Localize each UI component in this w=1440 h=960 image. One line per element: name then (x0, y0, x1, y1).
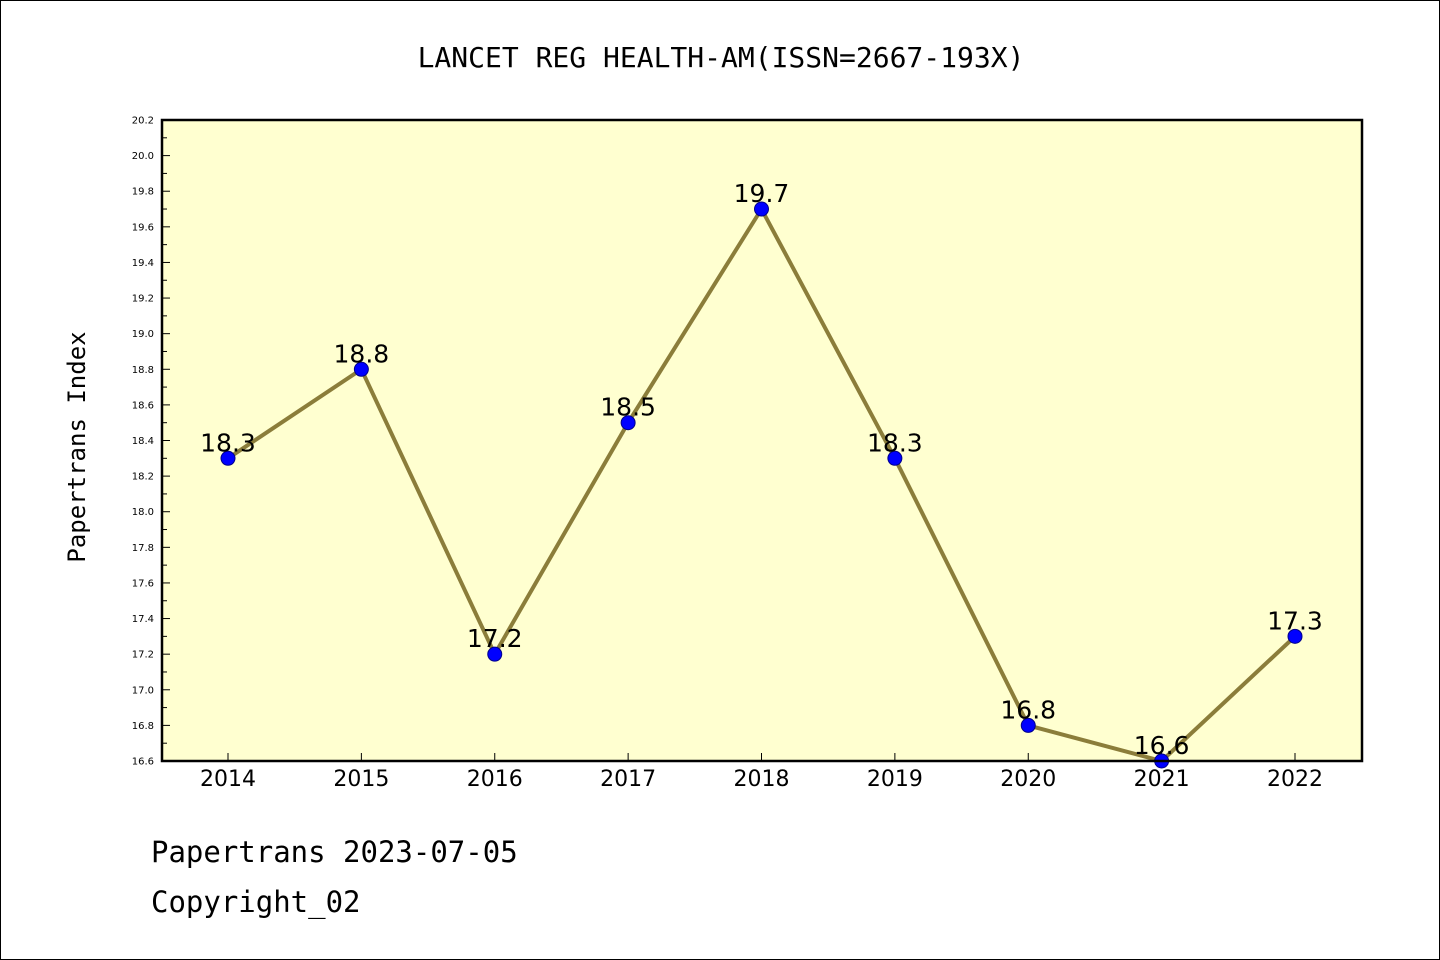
data-label: 17.2 (467, 624, 523, 653)
y-tick-label: 17.2 (132, 650, 154, 661)
y-tick-label: 16.8 (132, 721, 154, 732)
plot-area (162, 120, 1362, 761)
y-tick-label: 18.4 (132, 436, 154, 447)
y-tick-label: 19.4 (132, 258, 154, 269)
y-tick-label: 20.0 (132, 151, 154, 162)
y-axis-label: Papertrans Index (63, 331, 91, 562)
x-tick-label: 2018 (734, 767, 790, 792)
data-point (220, 450, 236, 466)
data-point (887, 450, 903, 466)
x-tick-label: 2014 (200, 767, 256, 792)
data-label: 18.3 (200, 428, 256, 457)
data-point (754, 201, 769, 217)
y-tick-label: 17.8 (132, 543, 154, 554)
y-tick-label: 18.2 (132, 472, 154, 483)
x-axis: 2014 2015 2016 2017 2018 2019 2020 2021 2022 (200, 753, 1323, 792)
y-tick-label: 18.6 (132, 400, 154, 411)
data-point (1287, 628, 1303, 644)
data-labels: 18.3 18.8 17.2 18.5 19.7 18.3 16.8 16.6 17.3 (200, 179, 1323, 760)
y-tick-label: 17.4 (132, 614, 154, 625)
data-label: 18.8 (334, 339, 390, 368)
data-point (353, 361, 369, 377)
x-tick-label: 2015 (333, 767, 389, 792)
x-tick-label: 2021 (1134, 767, 1190, 792)
data-label: 17.3 (1267, 606, 1323, 635)
x-tick-label: 2016 (467, 767, 523, 792)
y-tick-label: 19.6 (132, 222, 154, 233)
data-label: 18.5 (600, 393, 656, 422)
y-tick-label: 17.0 (132, 685, 154, 696)
footer-copyright: Copyright_02 (151, 885, 361, 919)
x-tick-label: 2020 (1000, 767, 1056, 792)
y-axis: 16.6 16.8 17.0 17.2 17.4 17.6 17.8 18.0 18.2 18.4… (132, 116, 170, 768)
x-tick-label: 2017 (600, 767, 656, 792)
y-tick-label: 17.6 (132, 578, 154, 589)
y-tick-label: 19.0 (132, 329, 154, 340)
data-label: 16.6 (1134, 731, 1190, 760)
y-tick-label: 18.0 (132, 507, 154, 518)
y-tick-label: 19.2 (132, 294, 154, 305)
data-label: 16.8 (1000, 695, 1056, 724)
data-label: 19.7 (734, 179, 790, 208)
data-point (1020, 717, 1036, 733)
y-tick-label: 19.8 (132, 187, 154, 198)
footer-date: Papertrans 2023-07-05 (151, 835, 518, 869)
data-point (620, 415, 636, 431)
x-tick-label: 2019 (867, 767, 923, 792)
data-label: 18.3 (867, 428, 923, 457)
y-tick-label: 16.6 (132, 757, 154, 768)
data-point (487, 646, 503, 662)
chart-title: LANCET REG HEALTH-AM(ISSN=2667-193X) (418, 41, 1025, 74)
y-tick-label: 18.8 (132, 365, 154, 376)
y-tick-label: 20.2 (132, 116, 154, 127)
x-tick-label: 2022 (1267, 767, 1323, 792)
plot-border (160, 118, 1364, 763)
